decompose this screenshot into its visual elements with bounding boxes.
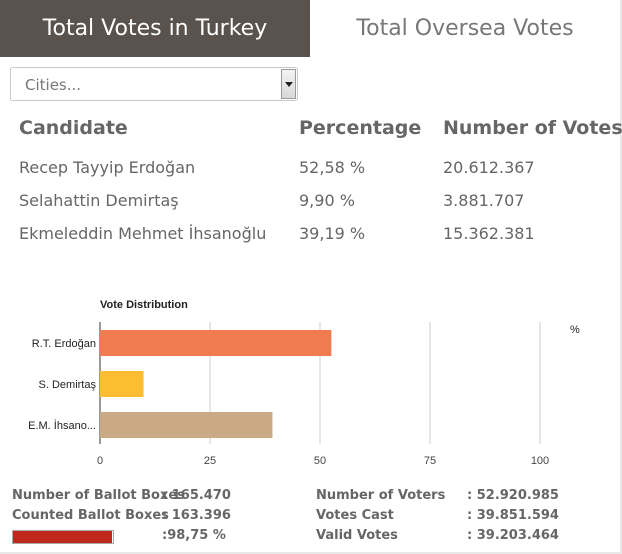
votes-cast-value: : 39.851.594: [467, 508, 559, 523]
chart-tick-label: 50: [314, 455, 326, 467]
city-select[interactable]: Cities...: [10, 67, 298, 101]
chart-category-label: E.M. İhsano...: [28, 419, 96, 432]
chart-title: Vote Distribution: [100, 299, 188, 311]
voters-value: : 52.920.985: [467, 488, 559, 503]
ballot-boxes-label: Number of Ballot Boxes: [12, 488, 185, 503]
city-select-value: Cities...: [25, 76, 82, 94]
counted-boxes-label: Counted Ballot Boxes: [12, 508, 169, 523]
votes-cast-label: Votes Cast: [316, 508, 394, 523]
valid-votes-value: : 39.203.464: [467, 528, 559, 543]
tab-turkey-votes[interactable]: Total Votes in Turkey: [0, 0, 310, 57]
table-cell-percentage: 9,90 %: [299, 191, 355, 210]
counted-boxes-value: : 163.396: [162, 508, 231, 523]
tab-oversea-votes[interactable]: Total Oversea Votes: [310, 0, 620, 57]
chevron-down-icon[interactable]: [281, 69, 296, 99]
chart-bar: [100, 330, 332, 356]
table-cell-candidate: Selahattin Demirtaş: [19, 191, 179, 210]
table-cell-votes: 15.362.381: [443, 224, 535, 243]
vote-distribution-chart: Vote Distribution% 0 25 50 75 100 R.T. Erdoğan…: [28, 299, 580, 467]
table-cell-votes: 3.881.707: [443, 191, 525, 210]
counted-percent: :98,75 %: [162, 528, 226, 543]
chart-bar: [100, 412, 273, 438]
column-header-votes: Number of Votes: [443, 117, 622, 139]
chart-tick-label: 100: [531, 455, 549, 467]
chart-category-label: S. Demirtaş: [39, 379, 97, 391]
column-header-candidate: Candidate: [19, 117, 128, 139]
table-cell-percentage: 39,19 %: [299, 224, 366, 243]
ballot-boxes-value: : 165.470: [162, 488, 231, 503]
table-cell-votes: 20.612.367: [443, 158, 535, 177]
chart-bar: [100, 371, 144, 397]
chart-tick-label: 25: [204, 455, 216, 467]
column-header-percentage: Percentage: [299, 117, 422, 139]
table-cell-percentage: 52,58 %: [299, 158, 366, 177]
tab-bar: Total Votes in Turkey Total Oversea Vote…: [0, 0, 620, 57]
counted-progress-bar: [12, 530, 114, 544]
chart-unit-label: %: [570, 324, 580, 336]
table-cell-candidate: Ekmeleddin Mehmet İhsanoğlu: [19, 224, 267, 243]
voters-label: Number of Voters: [316, 488, 446, 503]
chart-tick-label: 75: [424, 455, 436, 467]
chart-tick-label: 0: [97, 455, 103, 467]
table-cell-candidate: Recep Tayyip Erdoğan: [19, 158, 196, 177]
ballot-stats: Number of Ballot Boxes : 165.470 Counted…: [0, 486, 620, 546]
valid-votes-label: Valid Votes: [316, 528, 398, 543]
chart-category-label: R.T. Erdoğan: [32, 338, 96, 350]
counted-progress-fill: [13, 531, 112, 543]
